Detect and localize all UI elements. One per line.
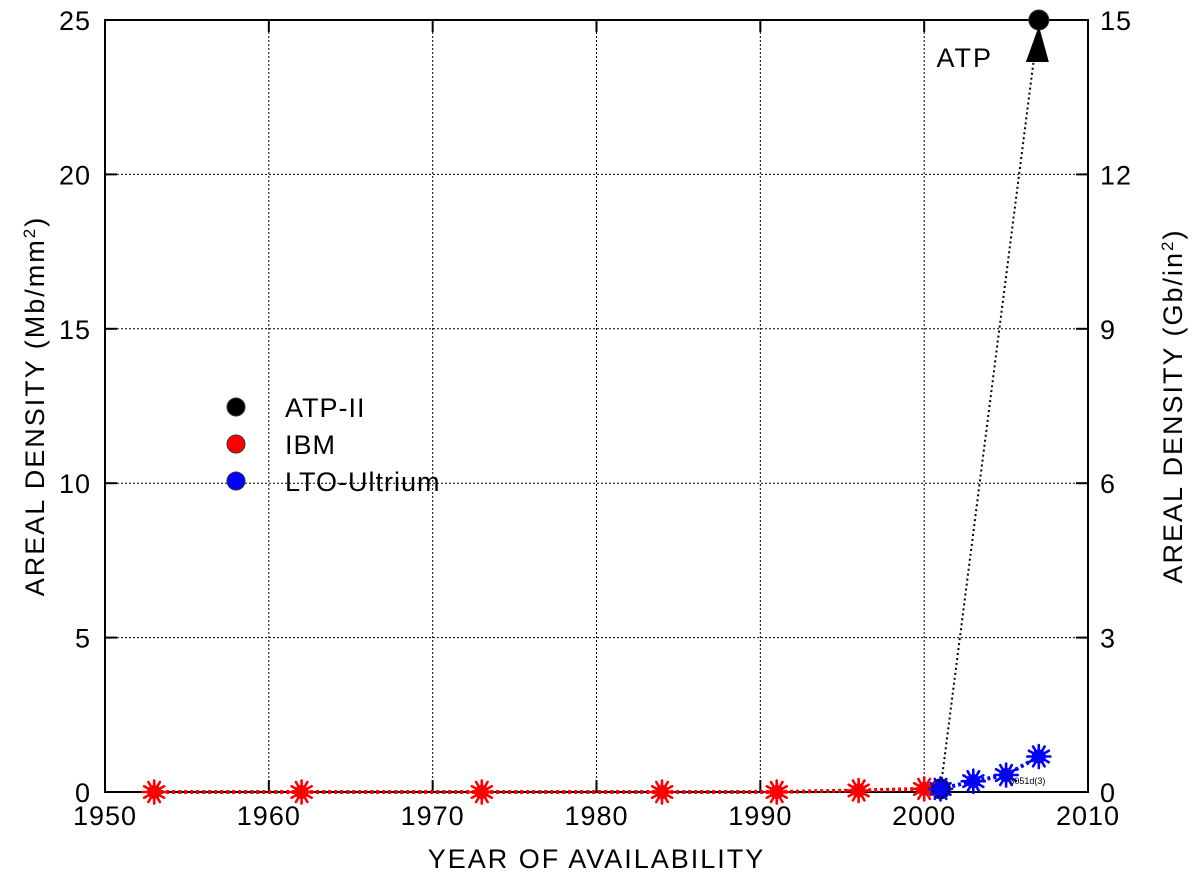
series-line-atp-ii <box>939 19 1040 790</box>
marker-spokes <box>993 762 1019 788</box>
data-point-ibm <box>141 779 167 805</box>
legend-label-lto-ultrium: LTO-Ultrium <box>285 467 441 497</box>
y-tick-label: 10 <box>59 469 91 499</box>
legend-marker-atp-ii <box>226 397 246 417</box>
y-tick-label: 15 <box>59 315 91 345</box>
y2-axis-title-end: ) <box>1158 228 1188 239</box>
x-tick-label: 1960 <box>237 801 301 831</box>
data-point-ibm <box>288 779 315 805</box>
data-point-lto-ultrium <box>927 776 954 802</box>
x-tick-label: 1990 <box>728 801 792 831</box>
marker-spokes <box>469 779 495 805</box>
data-point-ibm <box>469 779 495 805</box>
legend-marker-lto-ultrium <box>226 471 246 491</box>
y2-tick-label: 9 <box>1100 315 1116 345</box>
y-axis-title-end: ) <box>20 216 50 227</box>
legend-label-ibm: IBM <box>285 430 336 460</box>
data-point-ibm <box>911 776 937 802</box>
y-axis-title: AREAL DENSITY (Mb/mm2) <box>20 216 51 597</box>
data-point-lto-ultrium <box>1026 743 1052 770</box>
y2-tick-label: 3 <box>1100 624 1116 654</box>
y2-tick-label: 12 <box>1100 160 1132 190</box>
marker-spokes <box>141 779 167 805</box>
legend-label-atp-ii: ATP-II <box>285 393 366 423</box>
marker-spokes <box>649 779 675 805</box>
y-tick-label: 20 <box>59 160 91 190</box>
y-axis-title-sup: 2 <box>20 227 39 238</box>
marker-spokes <box>845 777 872 804</box>
series-line-lto-ultrium <box>940 754 1040 791</box>
data-point-ibm <box>649 779 675 805</box>
x-tick-label: 1980 <box>564 801 628 831</box>
y2-tick-label: 0 <box>1100 778 1116 808</box>
marker-spokes <box>288 779 315 805</box>
y-tick-label: 25 <box>59 6 91 36</box>
marker-spokes <box>960 768 987 794</box>
x-tick-label: 2010 <box>1056 801 1120 831</box>
legend: ATP-II IBM LTO-Ultrium <box>226 393 441 497</box>
annotations: ATP 3051d(3) <box>936 43 1045 786</box>
data-point-lto-ultrium <box>960 768 987 794</box>
y-tick-label: 0 <box>75 778 91 808</box>
y2-axis-title-main: AREAL DENSITY (Gb/in <box>1158 251 1188 584</box>
tick-labels: 1950 1960 1970 1980 1990 2000 2010051015202503… <box>59 6 1132 831</box>
atp-ii-arrowhead <box>1025 26 1049 62</box>
marker-spokes <box>927 776 954 802</box>
y2-axis-title: AREAL DENSITY (Gb/in2) <box>1158 228 1189 583</box>
x-tick-label: 2000 <box>892 801 956 831</box>
marker-spokes <box>763 779 790 805</box>
y2-tick-label: 6 <box>1100 469 1116 499</box>
axis-ticks <box>104 19 1089 793</box>
data-point-lto-ultrium <box>993 762 1019 788</box>
marker-spokes <box>1026 743 1052 770</box>
x-tick-label: 1950 <box>73 801 137 831</box>
figure-id-note: 3051d(3) <box>1009 776 1045 786</box>
legend-marker-ibm <box>226 434 246 454</box>
data-point-ibm <box>763 779 790 805</box>
atp-annotation: ATP <box>936 43 993 73</box>
x-axis-title: YEAR OF AVAILABILITY <box>428 844 766 873</box>
grid-lines <box>105 20 1088 792</box>
y-tick-label: 5 <box>75 624 91 654</box>
data-point-ibm <box>845 777 872 804</box>
y2-axis-title-sup: 2 <box>1158 239 1177 250</box>
marker-spokes <box>911 776 937 802</box>
y2-tick-label: 15 <box>1100 6 1132 36</box>
series-markers <box>141 9 1052 805</box>
y-axis-title-main: AREAL DENSITY (Mb/mm <box>20 238 50 596</box>
x-tick-label: 1970 <box>401 801 465 831</box>
